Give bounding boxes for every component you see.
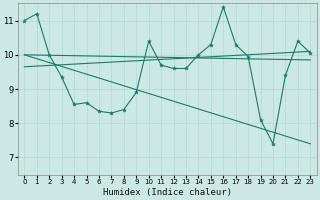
X-axis label: Humidex (Indice chaleur): Humidex (Indice chaleur) [103,188,232,197]
